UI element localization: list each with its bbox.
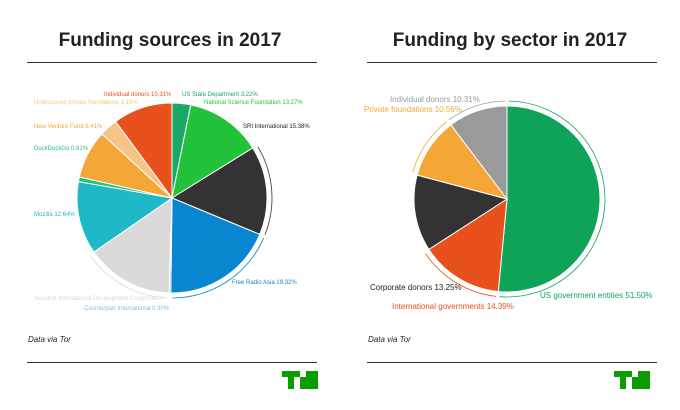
pie-slice <box>497 105 601 293</box>
slice-label: New Venture Fund 8.41% <box>34 124 103 130</box>
footer-divider <box>27 362 317 363</box>
pie-slice <box>93 197 173 294</box>
chart-title: Funding sources in 2017 <box>58 30 282 51</box>
slice-label: Private foundations 10.56% <box>364 105 462 114</box>
title-divider <box>367 62 657 63</box>
pie-slice <box>170 197 261 294</box>
slice-guide-arc <box>425 253 497 297</box>
slice-guide-arc <box>449 100 506 121</box>
slice-label: International governments 14.39% <box>392 302 514 311</box>
slice-label: Swedish International Development Cooper… <box>34 296 163 302</box>
tc-logo-icon <box>614 371 650 389</box>
pie-slice <box>171 104 254 200</box>
title-divider <box>27 62 317 63</box>
chart-title: Funding by sector in 2017 <box>392 30 628 51</box>
slice-label: National Science Foundation 13.27% <box>204 100 303 106</box>
pie-slice <box>428 198 508 293</box>
pie-slice <box>76 181 174 253</box>
slice-label: Free Radio Asia 19.32% <box>232 280 297 286</box>
slice-label: Counterpart International 0.30% <box>84 306 170 312</box>
slice-label: Corporate donors 13.25% <box>370 283 462 292</box>
tc-logo-icon <box>282 371 318 389</box>
pie-slice <box>170 147 268 236</box>
slice-guide-arc <box>412 121 447 173</box>
slice-label: Individual donors 10.31% <box>104 92 172 98</box>
slice-label: Individual donors 10.31% <box>390 95 480 104</box>
slice-label: US government entities 51.50% <box>540 291 653 300</box>
pie-chart-funding-by-sector: US government entities 51.50% Internation… <box>364 95 653 311</box>
slice-label: Mozilla 12.64% <box>34 212 75 218</box>
source-note: Data via Tor <box>28 335 71 344</box>
pie-chart-funding-sources: US State Department 3.22% National Scienc… <box>34 92 310 312</box>
slice-label: DuckDuckGo 0.81% <box>34 146 89 152</box>
slice-guide-arc <box>172 237 265 299</box>
slice-guide-arc <box>257 146 273 235</box>
slice-label: SRI International 15.38% <box>243 124 310 130</box>
pie-slice <box>450 105 508 201</box>
chart-panel-funding-by-sector: Funding by sector in 2017 US government … <box>340 0 680 410</box>
pie-slice <box>413 174 509 251</box>
chart-panel-funding-sources: Funding sources in 2017 US State Departm… <box>27 30 318 389</box>
slice-guide-arc <box>90 256 168 299</box>
slice-label: Undisclosed private foundations 3.15% <box>34 100 138 106</box>
footer-divider <box>367 362 657 363</box>
source-note: Data via Tor <box>368 335 411 344</box>
slice-label: US State Department 3.22% <box>182 92 258 98</box>
slice-guide-arc <box>499 100 606 298</box>
pie-slice <box>114 102 173 200</box>
